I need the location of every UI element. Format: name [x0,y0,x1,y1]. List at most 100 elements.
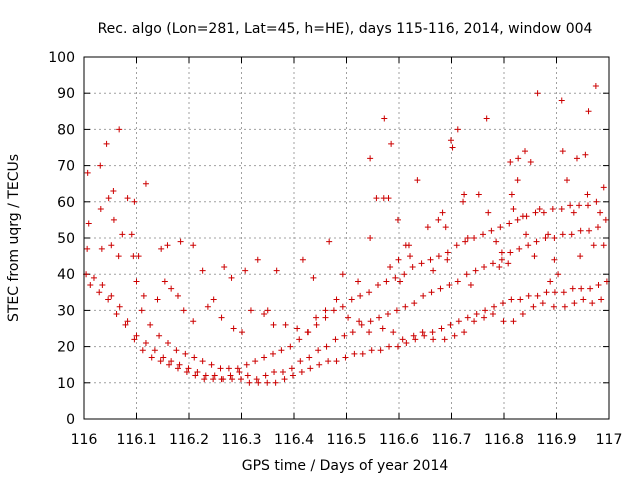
data-point [272,379,279,386]
data-point [411,300,418,307]
x-tick-label: 116.8 [484,432,524,448]
data-point [561,303,568,310]
data-point [435,216,442,223]
data-point [85,220,92,227]
data-point [589,300,596,307]
data-point [483,115,490,122]
data-point [87,282,94,289]
data-point [105,195,112,202]
data-point [228,274,235,281]
data-point [270,350,276,357]
data-point [253,376,260,383]
data-point [555,271,562,278]
data-point [246,379,253,386]
data-point [122,321,129,328]
data-point [243,361,250,368]
data-point [464,314,471,321]
data-point [439,209,446,216]
data-point [475,191,482,198]
data-point [410,332,417,339]
data-point [296,336,303,343]
data-point [506,220,513,227]
data-point [270,321,277,328]
data-point [507,158,514,165]
data-point [133,278,140,285]
data-point [580,296,587,303]
data-point [190,318,197,325]
data-point [385,195,392,202]
data-point [247,307,254,314]
data-point [481,263,488,270]
data-point [498,256,505,263]
data-point [485,209,492,216]
data-point [585,202,591,209]
data-point [547,278,554,285]
data-point [534,90,541,97]
data-point [211,372,218,379]
data-point [428,289,435,296]
data-point [160,354,167,361]
data-point [332,336,339,343]
data-point [567,202,574,209]
data-point [543,289,550,296]
data-point [202,372,209,379]
data-point [368,347,375,354]
data-point [472,267,479,274]
data-point [571,300,578,307]
data-point [84,245,91,252]
x-tick-label: 116.1 [116,432,156,448]
data-point [158,245,165,252]
data-point [421,332,428,339]
data-point [381,115,388,122]
data-point [444,249,451,256]
data-point [325,358,332,365]
y-tick-label: 50 [57,231,75,247]
data-point [438,325,445,332]
y-axis-label: STEC from uqrg / TECUs [6,154,22,322]
data-point [550,303,557,310]
data-point [210,376,217,383]
data-point [168,358,175,365]
data-point [559,231,566,238]
data-point [342,354,349,361]
data-point [569,285,576,292]
data-point [199,267,206,274]
data-point [173,347,180,354]
data-point [454,278,461,285]
data-point [437,285,444,292]
data-point [130,253,137,260]
data-point [435,253,442,260]
data-point [429,329,436,336]
data-point [221,263,228,270]
data-point [491,303,498,310]
data-point [558,206,565,213]
data-point [451,332,458,339]
data-point [394,216,401,223]
data-point [488,227,495,234]
data-point [523,231,530,238]
data-point [473,311,480,318]
data-point [402,242,409,249]
data-point [177,238,184,245]
data-point [356,318,363,325]
data-point [310,274,317,281]
data-point [522,148,528,155]
data-point [115,253,122,260]
data-point [139,347,146,354]
data-point [135,253,142,260]
data-point [262,372,269,379]
data-point [261,311,268,318]
data-point [482,307,489,314]
data-point [549,206,556,213]
data-point [289,372,296,379]
data-point [407,253,414,260]
data-point [204,303,211,310]
data-point [298,368,305,375]
x-axis-label: GPS time / Days of year 2014 [242,458,449,474]
data-point [199,358,206,365]
data-point [568,231,575,238]
data-point [183,368,190,375]
data-point [244,372,251,379]
data-point [264,307,271,314]
data-point [383,278,390,285]
